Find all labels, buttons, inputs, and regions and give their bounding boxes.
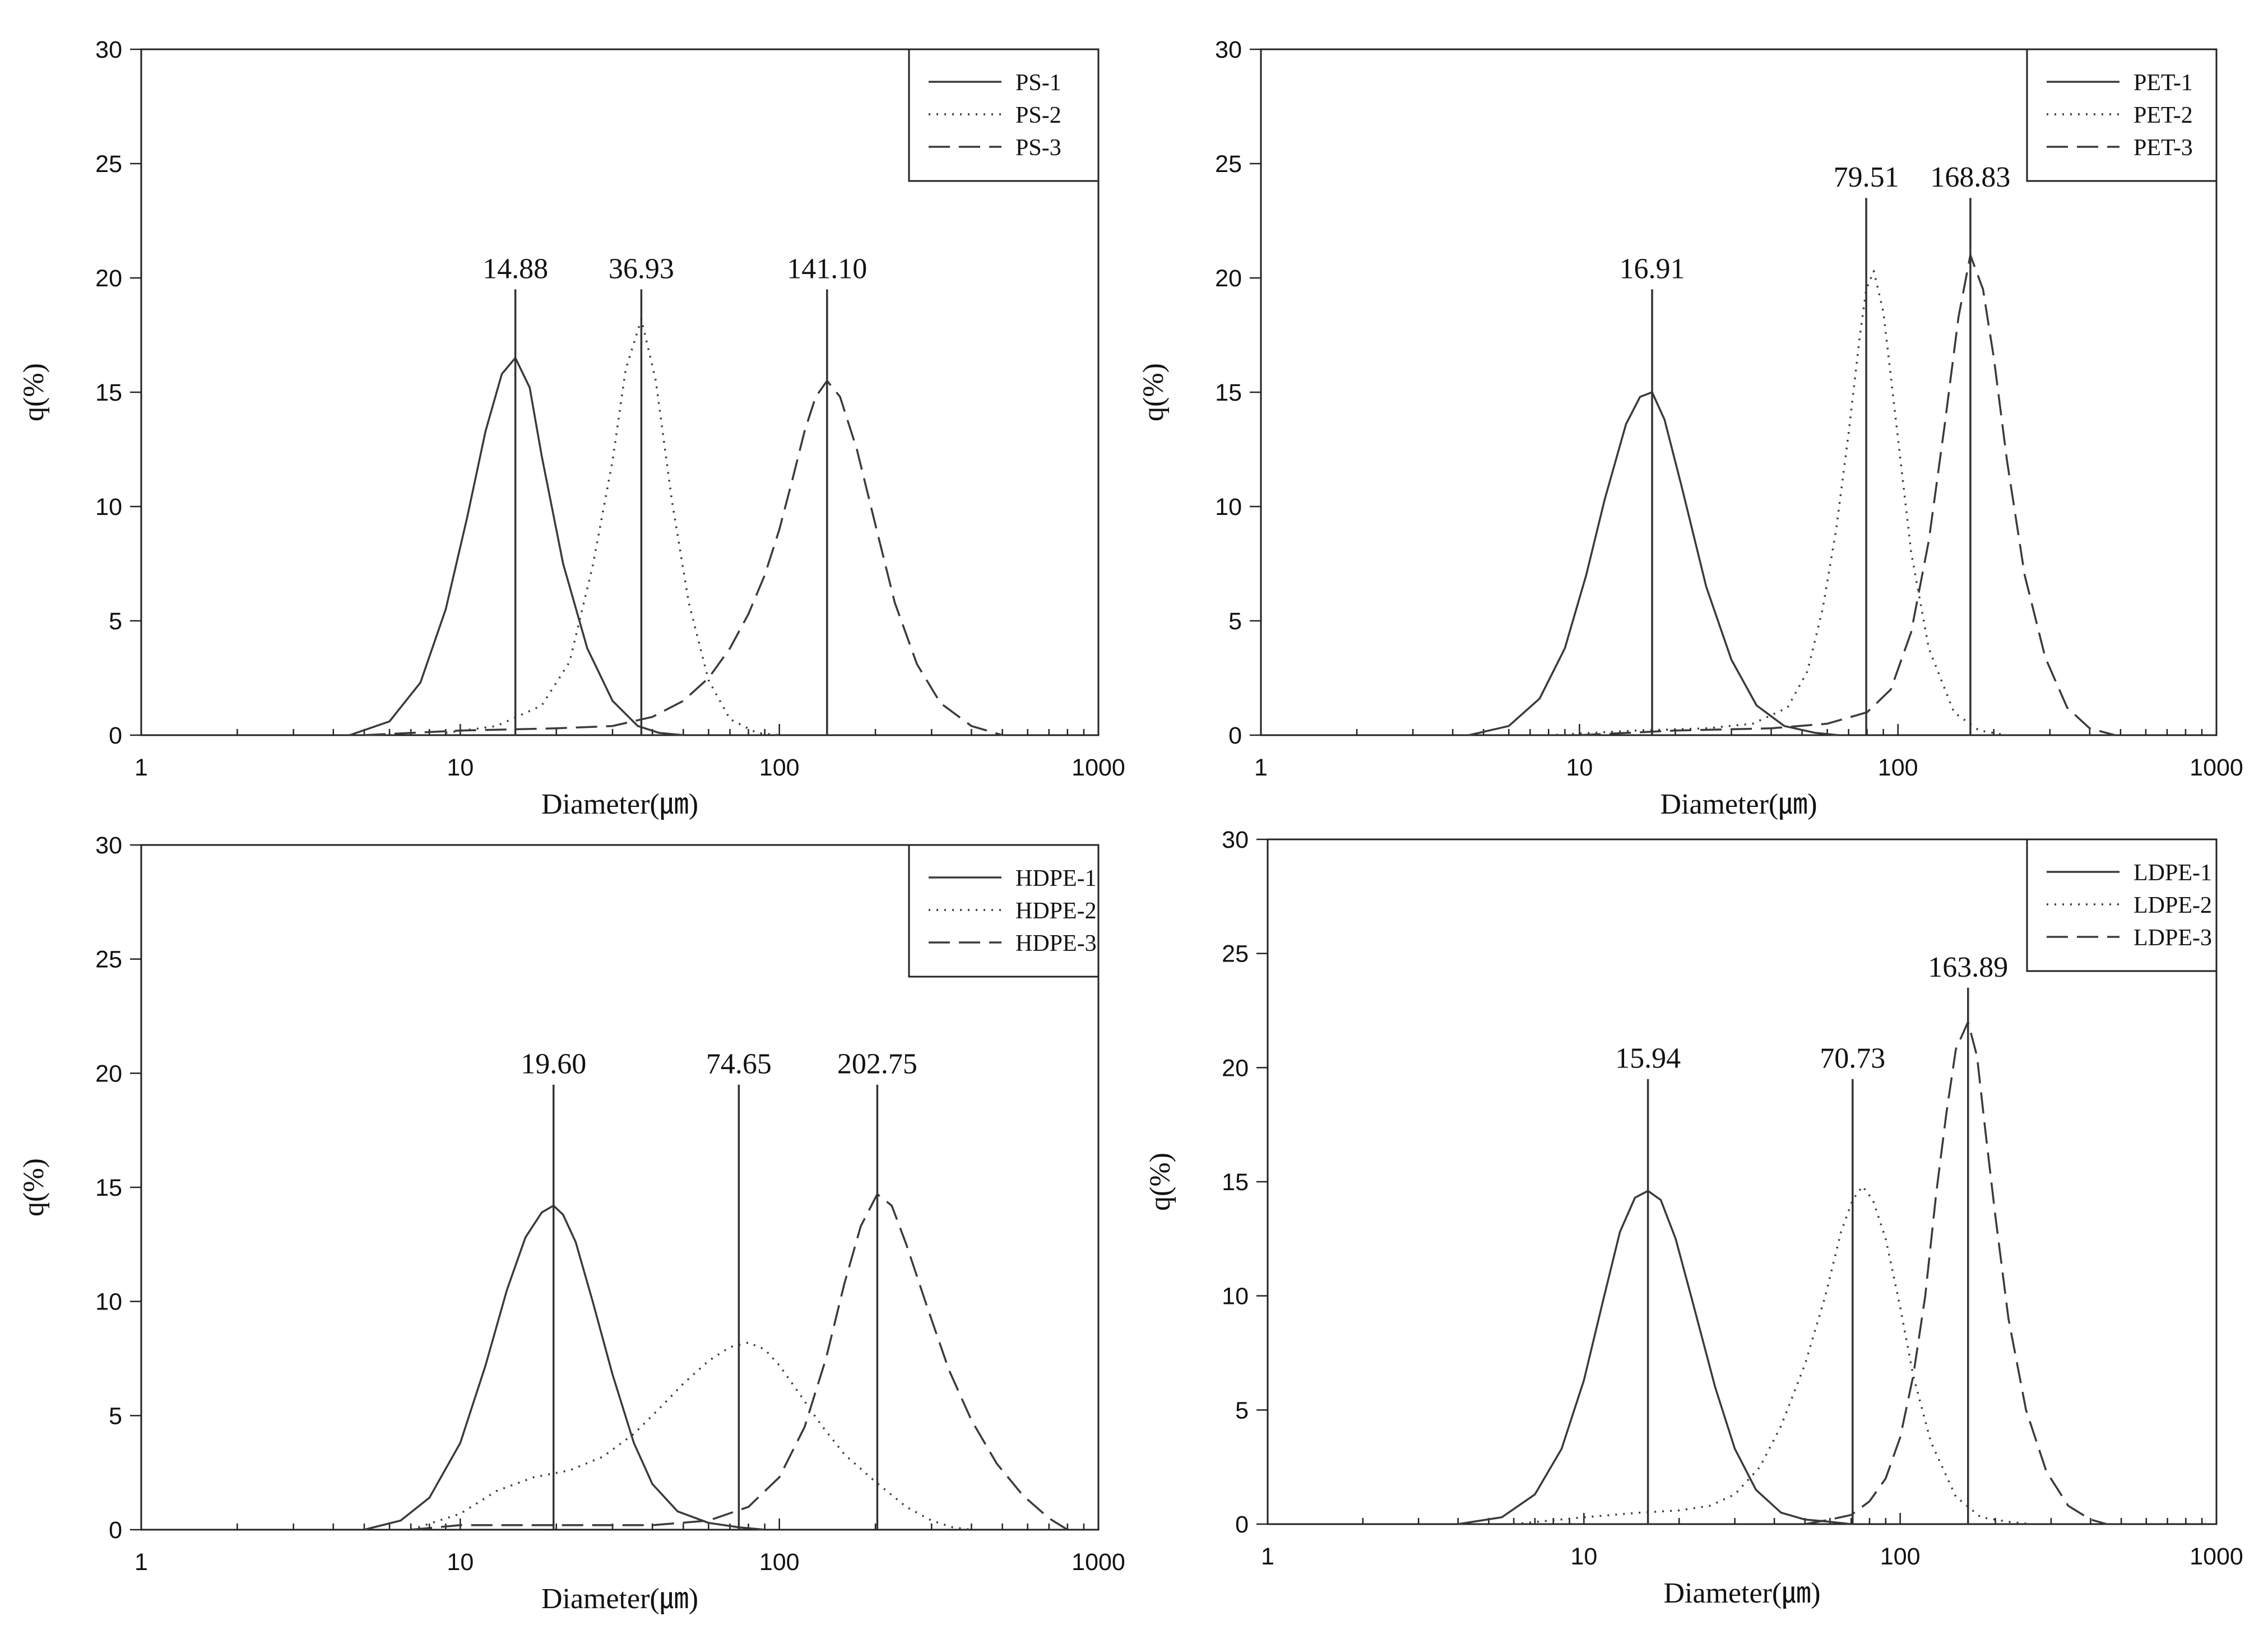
x-tick-label: 1000	[1072, 1549, 1125, 1576]
y-tick-label: 5	[1228, 608, 1242, 635]
y-tick-label: 30	[1222, 826, 1249, 853]
peak-label: 79.51	[1834, 161, 1899, 193]
y-tick-label: 0	[1235, 1511, 1249, 1538]
x-axis-label: Diameter(㎛)	[1660, 788, 1817, 820]
y-tick-label: 0	[1228, 722, 1242, 749]
x-tick-label: 100	[1878, 754, 1918, 781]
legend-box	[2026, 838, 2218, 972]
y-tick-label: 15	[95, 379, 122, 406]
legend-entry: PET-2	[2134, 103, 2193, 128]
hdpe-chart: 1 10 100 1000 0 5 10 15 20 25 30 Diameter(㎛) q(%) 19.…	[18, 832, 1125, 1615]
ldpe-series-1-line	[1458, 1190, 1852, 1525]
legend-entry: LDPE-3	[2134, 925, 2212, 951]
legend-entry: PET-3	[2134, 135, 2193, 161]
legend-entry: PET-1	[2134, 70, 2193, 96]
ldpe-series-2-line	[1513, 1185, 2032, 1525]
y-tick-label: 30	[95, 832, 122, 859]
x-axis-label: Diameter(㎛)	[1663, 1577, 1820, 1609]
x-tick-label: 10	[1570, 1543, 1597, 1570]
legend: HDPE-1 HDPE-2 HDPE-3	[908, 844, 1100, 978]
y-tick-label: 20	[1222, 1055, 1249, 1081]
legend: LDPE-1 LDPE-2 LDPE-3	[2026, 838, 2218, 972]
y-axis-label: q(%)	[1144, 1153, 1176, 1211]
y-tick-label: 10	[95, 1289, 122, 1316]
hdpe-series-3-line	[410, 1193, 1068, 1531]
legend-box	[2026, 48, 2218, 182]
x-tick-label: 1000	[1072, 754, 1125, 781]
legend-entry: PS-1	[1015, 70, 1061, 96]
y-tick-label: 0	[109, 722, 122, 749]
peak-label: 163.89	[1928, 951, 2008, 983]
peak-label: 36.93	[609, 253, 674, 285]
y-tick-label: 5	[109, 608, 122, 635]
x-tick-label: 1	[134, 754, 148, 781]
y-tick-label: 20	[95, 1060, 122, 1087]
y-tick-label: 25	[1222, 941, 1249, 968]
y-axis-label: q(%)	[18, 1158, 50, 1216]
y-tick-label: 25	[95, 946, 122, 973]
legend-entry: PS-2	[1015, 103, 1061, 128]
peak-label: 14.88	[483, 253, 548, 285]
legend-box	[908, 844, 1100, 978]
y-tick-label: 15	[1215, 379, 1242, 406]
legend-entry: HDPE-2	[1015, 898, 1097, 924]
x-tick-label: 10	[447, 1549, 474, 1576]
pet-chart: 1 10 100 1000 0 5 10 15 20 25 30 Diameter(㎛) q(%) 16.…	[1138, 36, 2243, 820]
x-tick-label: 1000	[2190, 754, 2243, 781]
legend: PET-1 PET-2 PET-3	[2026, 48, 2218, 182]
y-tick-label: 25	[95, 151, 122, 178]
x-tick-label: 10	[447, 754, 474, 781]
y-axis-label: q(%)	[18, 363, 50, 421]
y-tick-label: 10	[95, 494, 122, 521]
y-tick-label: 20	[1215, 265, 1242, 292]
legend-entry: LDPE-1	[2134, 860, 2212, 886]
x-tick-label: 100	[759, 754, 800, 781]
ldpe-series-3-line	[1805, 1021, 2107, 1525]
peak-label: 74.65	[706, 1048, 772, 1080]
y-axis-label: q(%)	[1138, 363, 1170, 421]
x-tick-label: 100	[1880, 1543, 1921, 1570]
y-tick-label: 10	[1215, 494, 1242, 521]
x-tick-label: 1	[1254, 754, 1268, 781]
hdpe-series-1-line	[364, 1204, 765, 1531]
ps-series-3-line	[364, 379, 1003, 736]
y-tick-label: 5	[109, 1403, 122, 1429]
peak-label: 19.60	[521, 1048, 586, 1080]
y-tick-label: 30	[95, 36, 122, 63]
x-axis-label: Diameter(㎛)	[541, 788, 698, 820]
x-tick-label: 1	[134, 1549, 148, 1576]
y-tick-label: 0	[109, 1517, 122, 1544]
x-tick-label: 1000	[2190, 1543, 2243, 1570]
legend-entry: HDPE-3	[1015, 931, 1097, 956]
legend-box	[908, 48, 1100, 182]
peak-label: 15.94	[1615, 1043, 1681, 1075]
peak-label: 168.83	[1930, 161, 2010, 193]
legend-entry: LDPE-2	[2134, 893, 2212, 918]
legend-entry: HDPE-1	[1015, 866, 1097, 891]
peak-label: 70.73	[1820, 1043, 1885, 1075]
legend: PS-1 PS-2 PS-3	[908, 48, 1100, 182]
y-tick-label: 15	[1222, 1169, 1249, 1196]
y-tick-label: 25	[1215, 151, 1242, 178]
legend-entry: PS-3	[1015, 135, 1061, 161]
pet-series-2-line	[1548, 270, 2007, 736]
y-tick-label: 30	[1215, 36, 1242, 63]
peak-label: 202.75	[837, 1048, 917, 1080]
y-tick-label: 15	[95, 1174, 122, 1201]
pet-series-3-line	[1579, 254, 2116, 736]
ldpe-chart: 1 10 100 1000 0 5 10 15 20 25 30 Diameter(㎛) q(%) 15.…	[1144, 826, 2243, 1609]
x-tick-label: 1	[1261, 1543, 1274, 1570]
y-tick-label: 10	[1222, 1283, 1249, 1310]
x-axis-label: Diameter(㎛)	[541, 1583, 698, 1615]
x-tick-label: 100	[759, 1549, 800, 1576]
ps-series-1-line	[349, 357, 684, 736]
y-tick-label: 20	[95, 265, 122, 292]
y-tick-label: 5	[1235, 1397, 1249, 1424]
peak-label: 141.10	[787, 253, 867, 285]
peak-label: 16.91	[1619, 253, 1685, 285]
x-tick-label: 10	[1566, 754, 1593, 781]
ps-chart: 1 10 100 1000 0 5 10 15 20 25 30 Diameter(㎛) q(%) 14.…	[18, 36, 1125, 820]
